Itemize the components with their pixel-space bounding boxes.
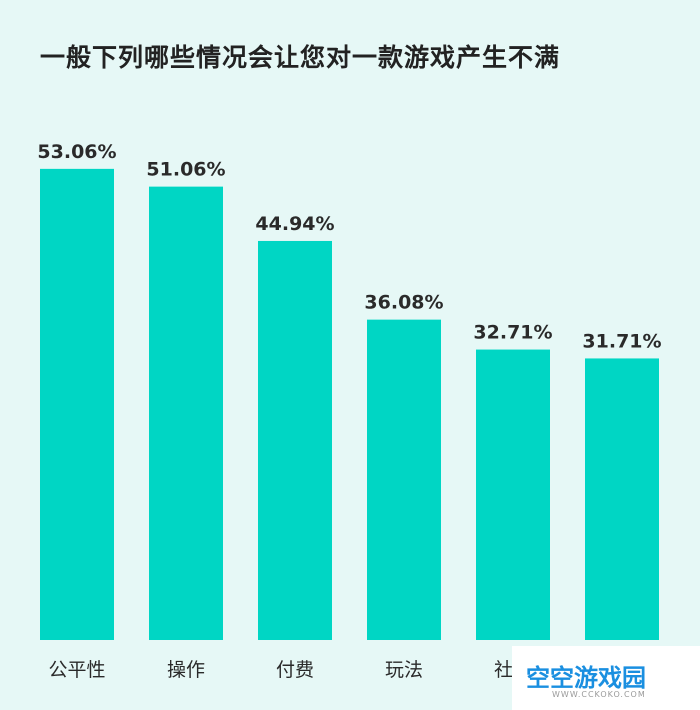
watermark-url: WWW.CCKOKO.COM	[552, 690, 646, 699]
value-label-0: 53.06%	[37, 141, 116, 163]
value-label-5: 31.71%	[582, 330, 661, 352]
value-label-4: 32.71%	[473, 322, 552, 344]
bar-0	[40, 168, 114, 640]
value-label-2: 44.94%	[255, 213, 334, 235]
category-label-3: 玩法	[385, 659, 423, 681]
category-label-0: 公平性	[48, 659, 105, 681]
value-label-1: 51.06%	[146, 159, 225, 181]
category-label-1: 操作	[167, 659, 205, 681]
bar-4	[476, 349, 550, 640]
bar-3	[367, 319, 441, 640]
watermark-text: 空空游戏园	[526, 664, 646, 692]
bar-1	[149, 186, 223, 640]
chart-title: 一般下列哪些情况会让您对一款游戏产生不满	[40, 43, 561, 72]
value-label-3: 36.08%	[364, 292, 443, 314]
bar-5	[585, 358, 659, 640]
watermark-logo: 空空游戏园 WWW.CCKOKO.COM	[512, 646, 700, 710]
bar-2	[258, 240, 332, 640]
category-label-2: 付费	[276, 659, 314, 681]
